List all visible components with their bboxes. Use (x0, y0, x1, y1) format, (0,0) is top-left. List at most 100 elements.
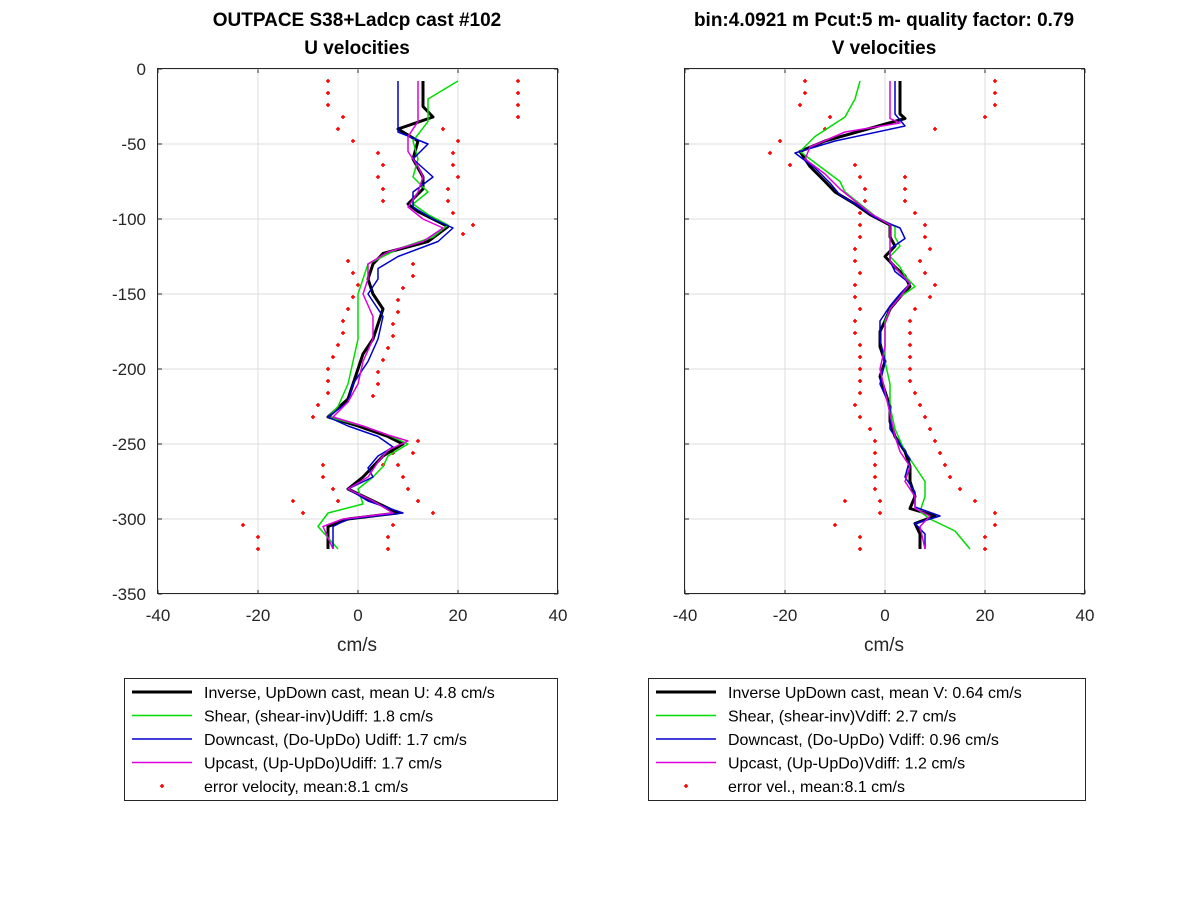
u-error-point-24 (461, 232, 465, 236)
u-error-point-31 (341, 331, 345, 335)
v-error-point-30 (858, 367, 862, 371)
u-legend-box (124, 678, 558, 801)
v-error-point-45 (858, 535, 862, 539)
v-error-point-77 (983, 535, 987, 539)
v-error-point-17 (858, 211, 862, 215)
u-error-point-30 (341, 319, 345, 323)
u-error-point-13 (381, 163, 385, 167)
u-series-line-2 (327, 81, 454, 549)
u-error-point-16 (381, 199, 385, 203)
u-error-point-63 (431, 511, 435, 515)
v-legend-entry-error: error vel., mean:8.1 cm/s (728, 779, 905, 796)
v-error-point-1 (803, 91, 807, 95)
u-error-point-57 (331, 487, 335, 491)
u-legend-entry-1: Shear, (shear-inv)Udiff: 1.8 cm/s (204, 709, 433, 726)
v-legend: Inverse UpDown cast, mean V: 0.64 cm/s Sh… (656, 685, 1022, 796)
u-error-point-58 (336, 499, 340, 503)
u-error-point-41 (401, 286, 405, 290)
v-error-point-35 (868, 427, 872, 431)
v-error-point-50 (913, 211, 917, 215)
u-error-point-27 (356, 283, 360, 287)
u-error-point-1 (326, 91, 330, 95)
v-error-point-78 (983, 547, 987, 551)
v-legend-entry-2: Downcast, (Do-UpDo) Vdiff: 0.96 cm/s (728, 732, 999, 749)
v-error-point-26 (853, 319, 857, 323)
u-error-point-29 (346, 307, 350, 311)
u-error-point-2 (326, 103, 330, 107)
v-series-group (768, 79, 997, 551)
v-series-line-2 (794, 81, 941, 549)
u-error-point-48 (376, 370, 380, 374)
v-error-point-22 (858, 271, 862, 275)
v-error-point-62 (908, 355, 912, 359)
v-error-point-66 (918, 403, 922, 407)
u-error-point-55 (321, 463, 325, 467)
v-error-point-71 (943, 463, 947, 467)
u-error-point-64 (291, 499, 295, 503)
v-error-point-16 (863, 199, 867, 203)
v-x-axis-label: cm/s (864, 635, 904, 656)
v-error-point-24 (853, 295, 857, 299)
u-error-point-56 (321, 475, 325, 479)
v-error-point-49 (903, 199, 907, 203)
v-series-line-3 (804, 81, 931, 550)
v-error-point-10 (993, 103, 997, 107)
v-error-point-42 (878, 511, 882, 515)
u-error-point-66 (241, 523, 245, 527)
v-error-point-67 (923, 415, 927, 419)
v-legend-entry-1: Shear, (shear-inv)Vdiff: 2.7 cm/s (728, 709, 956, 726)
v-error-point-75 (993, 511, 997, 515)
v-error-point-29 (858, 355, 862, 359)
v-error-point-59 (908, 319, 912, 323)
u-xtick-label-3: 20 (449, 606, 468, 625)
v-error-point-41 (878, 499, 882, 503)
u-xtick-label-1: -20 (246, 606, 271, 625)
u-error-point-18 (451, 163, 455, 167)
u-ytick-label-1: -50 (121, 135, 146, 154)
v-xtick-label-2: 0 (880, 606, 889, 625)
u-error-point-61 (406, 487, 410, 491)
u-error-point-6 (516, 79, 520, 83)
v-error-point-60 (908, 331, 912, 335)
v-error-point-23 (853, 283, 857, 287)
v-error-point-64 (908, 379, 912, 383)
u-error-point-4 (336, 127, 340, 131)
v-axes-box (684, 68, 1085, 594)
u-error-point-21 (446, 199, 450, 203)
v-legend-entry-0: Inverse UpDown cast, mean V: 0.64 cm/s (728, 685, 1022, 702)
u-error-point-12 (376, 151, 380, 155)
v-error-point-15 (863, 187, 867, 191)
v-error-point-34 (858, 415, 862, 419)
v-error-point-32 (858, 391, 862, 395)
u-ytick-label-3: -150 (112, 285, 146, 304)
u-error-point-39 (411, 262, 415, 266)
v-error-point-53 (928, 247, 932, 251)
v-error-point-14 (858, 175, 862, 179)
v-error-point-61 (908, 343, 912, 347)
u-legend: Inverse, UpDown cast, mean U: 4.8 cm/s Sh… (132, 685, 495, 796)
v-error-point-2 (798, 103, 802, 107)
v-series-line-0 (798, 81, 937, 549)
u-error-point-69 (386, 535, 390, 539)
v-error-point-72 (948, 475, 952, 479)
u-series-line-1 (317, 80, 459, 550)
u-error-point-26 (351, 271, 355, 275)
v-error-point-70 (938, 451, 942, 455)
u-error-point-7 (516, 91, 520, 95)
u-xtick-label-2: 0 (353, 606, 362, 625)
v-error-point-43 (843, 499, 847, 503)
v-error-point-3 (828, 115, 832, 119)
u-error-point-44 (391, 322, 395, 326)
v-error-point-76 (993, 523, 997, 527)
u-chart-title-line2: U velocities (304, 38, 410, 59)
v-legend-swatch-error (684, 784, 688, 788)
v-error-point-8 (993, 79, 997, 83)
u-error-point-68 (256, 547, 260, 551)
u-legend-entry-2: Downcast, (Do-UpDo) Udiff: 1.7 cm/s (204, 732, 467, 749)
v-error-point-18 (858, 223, 862, 227)
u-error-point-34 (326, 367, 330, 371)
u-error-point-50 (371, 394, 375, 398)
v-error-point-37 (873, 451, 877, 455)
v-error-point-27 (853, 331, 857, 335)
